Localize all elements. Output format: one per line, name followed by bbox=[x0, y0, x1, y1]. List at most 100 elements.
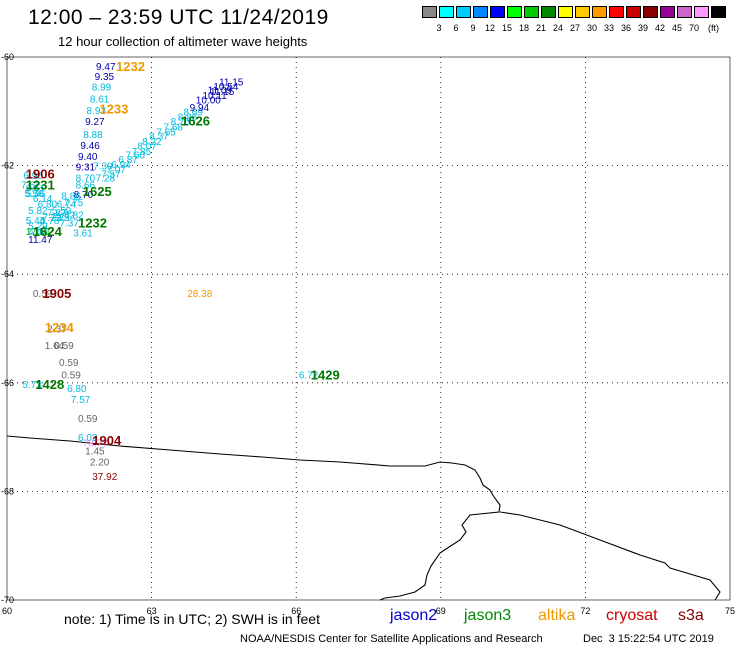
pass-time-label: 1904 bbox=[92, 433, 122, 448]
wave-height-value: 9.27 bbox=[85, 117, 105, 128]
observation-labels: 9.479.358.998.618.939.27 8.889.469.409.31… bbox=[21, 62, 319, 483]
longitude-tick-label: 69 bbox=[436, 606, 446, 616]
wave-height-value: 7.65 bbox=[156, 127, 176, 138]
legend-tick-label: 6 bbox=[453, 23, 459, 33]
pass-time-label: 1905 bbox=[42, 286, 71, 301]
wave-height-value: 7.23 bbox=[42, 213, 62, 224]
legend-tick-label: 9 bbox=[470, 23, 476, 33]
wave-height-value: 6.72 bbox=[299, 371, 319, 382]
wave-height-value: 10.54 bbox=[213, 82, 238, 93]
wave-height-value: 7.60 bbox=[126, 151, 146, 162]
wave-height-value: 10.11 bbox=[202, 91, 227, 102]
wave-height-value: 5.56 bbox=[24, 189, 44, 200]
legend-tick-label: 21 bbox=[535, 23, 546, 33]
pass-time-label: 1906 bbox=[26, 167, 55, 182]
wave-height-value: 5.82 bbox=[28, 206, 48, 217]
longitude-tick-label: 63 bbox=[147, 606, 157, 616]
wave-height-value: 7.85 bbox=[132, 147, 152, 158]
latitude-tick-label: -60 bbox=[1, 52, 14, 62]
wave-height-value: 0.59 bbox=[59, 358, 79, 369]
wave-height-value: 7.62 bbox=[21, 181, 41, 192]
wave-height-value: 11.15 bbox=[210, 87, 235, 98]
wave-height-value: 8.69 bbox=[183, 107, 203, 118]
legend-tick-label: 39 bbox=[637, 23, 648, 33]
pass-time-label: 1232 bbox=[116, 59, 145, 74]
pass-time-label: 1428 bbox=[35, 377, 64, 392]
wave-height-value: 5.62 bbox=[56, 210, 76, 221]
wave-height-value: 0.59 bbox=[54, 341, 74, 352]
wave-height-value: 10.00 bbox=[196, 95, 221, 106]
credit-text: NOAA/NESDIS Center for Satellite Applica… bbox=[240, 633, 543, 645]
legend-swatch bbox=[456, 6, 471, 18]
wave-height-value: 7.37 bbox=[59, 219, 79, 230]
legend-tick-label: 12 bbox=[484, 23, 495, 33]
legend-tick-label: 24 bbox=[552, 23, 563, 33]
wave-height-value: 17.51 bbox=[26, 227, 51, 238]
wave-height-value: 8.70 bbox=[76, 174, 96, 185]
wave-height-value: 1.45 bbox=[85, 447, 105, 458]
wave-height-value: 4.82 bbox=[64, 210, 84, 221]
legend-tick-label: 45 bbox=[671, 23, 682, 33]
wave-height-value: 4.44 bbox=[28, 227, 48, 238]
wave-height-value: 0.59 bbox=[33, 289, 53, 300]
antarctic-coastline bbox=[6, 435, 501, 599]
map-frame bbox=[6, 56, 731, 601]
wave-height-value: 7.57 bbox=[71, 395, 91, 406]
latitude-tick-label: -66 bbox=[1, 378, 14, 388]
wave-height-value: 11.15 bbox=[219, 77, 244, 88]
longitude-tick-label: 66 bbox=[291, 606, 301, 616]
wave-height-value: 7.23 bbox=[50, 213, 70, 224]
legend-swatch bbox=[694, 6, 709, 18]
legend-swatch bbox=[575, 6, 590, 18]
satellite-label-jason3: jason3 bbox=[464, 607, 512, 624]
map-subtitle: 12 hour collection of altimeter wave hei… bbox=[58, 34, 308, 49]
wave-height-value: 7.57 bbox=[101, 170, 121, 181]
wave-height-value: 28.38 bbox=[187, 289, 212, 300]
wave-height-value: 6.51 bbox=[26, 183, 46, 194]
satellite-label-altika: altika bbox=[538, 607, 576, 624]
legend-tick-label: 42 bbox=[654, 23, 665, 33]
wave-height-value: 7.07 bbox=[107, 165, 127, 176]
legend-swatch bbox=[711, 6, 726, 18]
coastline-east-segment bbox=[379, 511, 721, 601]
legend-tick-label: 27 bbox=[569, 23, 580, 33]
wave-height-value: 8.70 bbox=[74, 190, 94, 201]
wave-height-value: 5.46 bbox=[26, 189, 46, 200]
wave-height-value: 7.30 bbox=[93, 162, 113, 173]
wave-height-value: 37.92 bbox=[92, 472, 117, 483]
wave-height-value: 9.46 bbox=[80, 141, 100, 152]
wave-height-value: 3.61 bbox=[73, 228, 93, 239]
longitude-tick-label: 72 bbox=[580, 606, 590, 616]
wave-height-value: 8.99 bbox=[92, 82, 112, 93]
pass-time-label: 1625 bbox=[83, 184, 112, 199]
pass-time-label: 1232 bbox=[78, 216, 107, 231]
wave-height-value: 6.96 bbox=[23, 171, 43, 182]
wave-height-value: 2.20 bbox=[90, 458, 110, 469]
longitude-tick-label: 60 bbox=[2, 606, 12, 616]
footnote: note: 1) Time is in UTC; 2) SWH is in fe… bbox=[64, 611, 320, 627]
legend-swatch bbox=[422, 6, 437, 18]
legend-swatch bbox=[626, 6, 641, 18]
wave-height-value: 5.44 bbox=[26, 216, 46, 227]
wave-height-value: 0.59 bbox=[78, 414, 98, 425]
wave-height-value: 8.86 bbox=[178, 113, 198, 124]
pass-time-label: 1624 bbox=[33, 224, 63, 239]
wave-height-value: 5.73 bbox=[22, 380, 42, 391]
wave-height-value: 7.28 bbox=[96, 174, 116, 185]
legend-swatch bbox=[643, 6, 658, 18]
pass-time-label: 1234 bbox=[45, 320, 75, 335]
legend-tick-label: 18 bbox=[518, 23, 529, 33]
legend-tick-label: 3 bbox=[436, 23, 442, 33]
legend-swatch bbox=[541, 6, 556, 18]
legend-tick-label: 33 bbox=[603, 23, 614, 33]
pass-time-label: 1429 bbox=[311, 368, 340, 383]
legend-swatch bbox=[507, 6, 522, 18]
wave-height-value: 5.29 bbox=[28, 221, 48, 232]
latitude-tick-label: -64 bbox=[1, 269, 14, 279]
wave-height-value: 6.74 bbox=[57, 200, 77, 211]
wave-height-value: 6.80 bbox=[67, 384, 87, 395]
wave-height-value: 8.88 bbox=[83, 130, 103, 141]
legend-tick-label: 15 bbox=[501, 23, 512, 33]
pass-time-label: 1626 bbox=[181, 114, 210, 129]
